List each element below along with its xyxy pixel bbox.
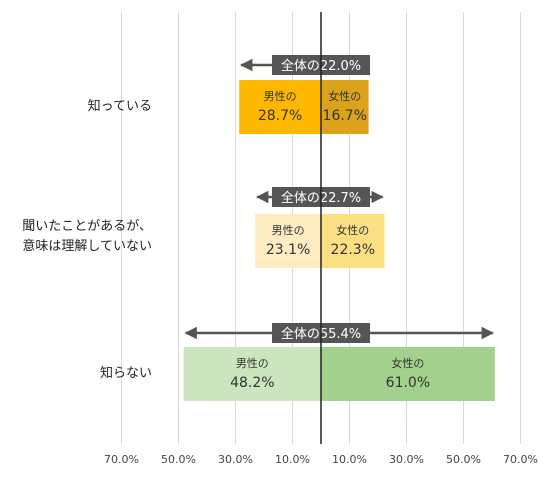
x-tick-label: 50.0% [161, 453, 196, 466]
bar-male-name: 男性の [272, 223, 305, 237]
x-tick-label: 30.0% [218, 453, 253, 466]
category-label-line: 意味は理解していない [22, 239, 152, 254]
bar-male-value: 28.7% [258, 108, 302, 124]
bar-male-value: 48.2% [230, 375, 274, 391]
bar-male-name: 男性の [264, 89, 297, 103]
x-tick-label: 10.0% [332, 453, 367, 466]
category-label: 知らない [0, 364, 152, 384]
category-label: 聞いたことがあるが、 意味は理解していない [0, 217, 152, 257]
bar-male-name: 男性の [236, 356, 269, 370]
category-label-line: 聞いたことがあるが、 [22, 219, 152, 234]
bar-female [321, 347, 495, 401]
x-tick-label: 10.0% [275, 453, 310, 466]
bar-male-value: 23.1% [266, 242, 310, 258]
x-tick-label: 30.0% [389, 453, 424, 466]
bar-female-value: 22.3% [331, 242, 375, 258]
bar-male [255, 214, 321, 268]
category-label-line: 知らない [99, 366, 152, 381]
x-tick-label: 70.0% [104, 453, 139, 466]
bar-female-name: 女性の [391, 356, 424, 370]
bar-female [321, 214, 385, 268]
category-label-line: 知っている [87, 99, 152, 114]
bar-male [183, 347, 321, 401]
bar-female [321, 80, 369, 134]
bar-female-name: 女性の [336, 223, 369, 237]
bar-female-name: 女性の [328, 89, 361, 103]
bar-male [239, 80, 321, 134]
x-tick-label: 70.0% [503, 453, 538, 466]
category-label: 知っている [0, 97, 152, 117]
bar-female-value: 16.7% [323, 108, 367, 124]
x-tick-label: 50.0% [446, 453, 481, 466]
bar-female-value: 61.0% [386, 375, 430, 391]
